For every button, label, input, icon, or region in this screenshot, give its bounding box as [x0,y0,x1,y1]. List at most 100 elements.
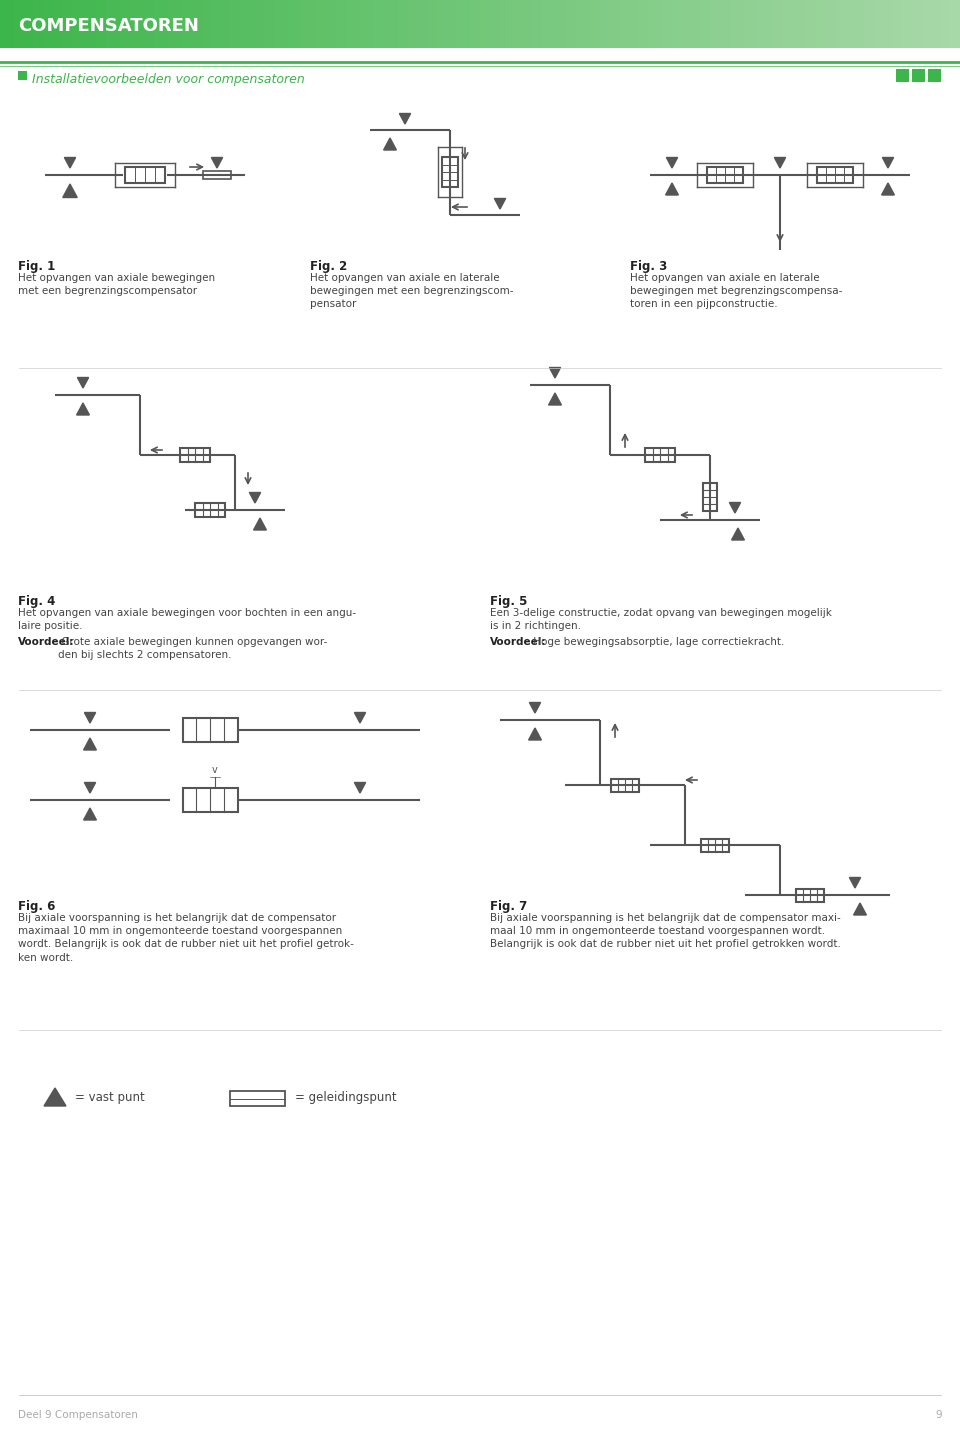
Bar [955,0,960,49]
Bar [611,778,639,791]
Bar [552,0,558,49]
Bar [763,0,769,49]
Bar [125,167,165,183]
Bar [62,0,68,49]
Bar [202,0,207,49]
Bar [571,0,577,49]
Bar [691,0,697,49]
Bar [581,0,587,49]
Bar [442,157,458,187]
Bar [312,0,318,49]
Bar [928,69,941,82]
Bar [523,0,529,49]
Bar [707,167,743,183]
Bar [317,0,323,49]
Bar [14,0,20,49]
Bar [197,0,203,49]
Bar [605,0,611,49]
Bar [173,0,179,49]
Bar [298,0,303,49]
Bar [595,0,601,49]
Bar [250,0,255,49]
Bar [643,0,649,49]
Polygon shape [666,157,678,167]
Bar [0,0,6,49]
Bar [101,0,107,49]
Polygon shape [730,502,740,512]
Bar [475,0,481,49]
Bar [139,0,145,49]
Bar [144,0,150,49]
Bar [893,0,899,49]
Bar [394,0,399,49]
Text: 9: 9 [935,1410,942,1420]
Polygon shape [775,157,785,167]
Bar [408,0,414,49]
Bar [926,0,932,49]
Bar [293,0,299,49]
Bar [504,0,510,49]
Bar [830,0,836,49]
Bar [922,0,927,49]
Bar [490,0,495,49]
Bar [787,0,793,49]
Polygon shape [62,185,77,197]
Bar [130,0,135,49]
Bar [653,0,659,49]
Bar [703,484,717,511]
Bar [677,0,683,49]
Bar [350,0,356,49]
Bar [826,0,831,49]
Bar [360,0,366,49]
Bar [667,0,673,49]
Bar [34,0,39,49]
Bar [168,0,174,49]
Bar [195,504,225,517]
Polygon shape [354,783,366,793]
Polygon shape [882,157,894,167]
Bar [845,0,851,49]
Bar [730,0,735,49]
Bar [720,0,726,49]
Text: Het opvangen van axiale en laterale
bewegingen met een begrenzingscom-
pensator: Het opvangen van axiale en laterale bewe… [310,273,514,309]
Bar [883,0,889,49]
Text: = vast punt: = vast punt [75,1092,145,1105]
Bar [230,0,236,49]
Bar [533,0,539,49]
Text: Een 3-delige constructie, zodat opvang van bewegingen mogelijk
is in 2 richtinge: Een 3-delige constructie, zodat opvang v… [490,608,832,631]
Bar [907,0,913,49]
Bar [912,0,918,49]
Bar [614,0,620,49]
Text: Deel 9 Compensatoren: Deel 9 Compensatoren [18,1410,138,1420]
Bar [634,0,639,49]
Bar [758,0,764,49]
Bar [538,0,543,49]
Bar [485,0,491,49]
Bar [384,0,390,49]
Bar [638,0,644,49]
Bar [413,0,419,49]
Bar [931,0,937,49]
Polygon shape [881,183,895,195]
Polygon shape [84,738,96,750]
Bar [48,0,54,49]
Bar [480,0,486,49]
Bar [802,0,807,49]
Bar [576,0,582,49]
Bar [566,0,572,49]
Bar [518,0,524,49]
Bar [470,0,476,49]
Bar [206,0,212,49]
Bar [427,0,433,49]
Bar [859,0,865,49]
Bar [658,0,663,49]
Bar [648,0,654,49]
Polygon shape [399,113,411,124]
Polygon shape [853,903,866,914]
Bar [182,788,237,811]
Bar [442,0,447,49]
Bar [302,0,308,49]
Bar [888,0,894,49]
Bar [180,448,210,462]
Polygon shape [665,183,679,195]
